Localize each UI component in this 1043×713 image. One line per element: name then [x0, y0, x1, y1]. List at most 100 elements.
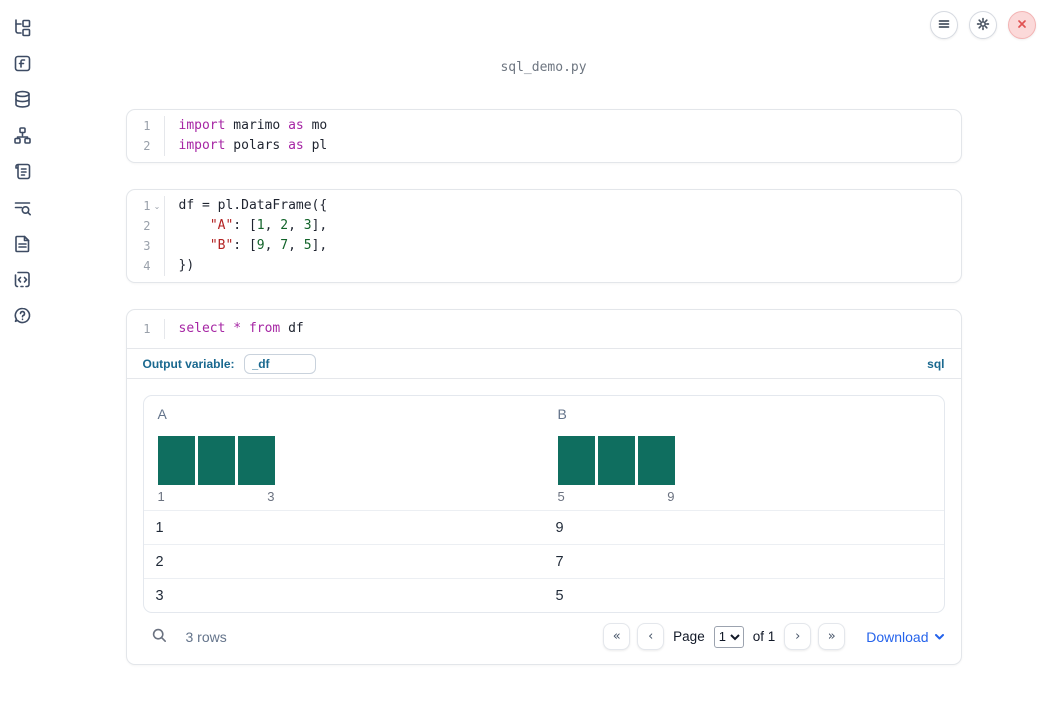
table-cell: 9 [555, 519, 564, 536]
notebook-controls [930, 11, 1036, 39]
sidebar-item-file-explorer[interactable] [4, 11, 40, 47]
table-cell: 3 [155, 587, 164, 604]
cell-output: A 1 3 B 5 9 [126, 378, 961, 664]
code-line[interactable]: import marimo as mo [178, 118, 328, 133]
sidebar-item-snippets[interactable] [4, 263, 40, 299]
sidebar-item-tracebacks[interactable] [4, 191, 40, 227]
prev-page-button[interactable]: ‹ [637, 623, 665, 650]
code-line[interactable]: df = pl.DataFrame({ [178, 198, 328, 213]
search-icon [151, 627, 168, 647]
output-variable-input[interactable] [243, 353, 316, 374]
line-number: 4 [143, 259, 151, 273]
code-brackets-icon [12, 269, 33, 293]
histogram-bar [557, 436, 595, 485]
menu-button[interactable] [930, 11, 958, 39]
axis-min-label: 5 [557, 489, 565, 504]
gear-icon [976, 17, 990, 34]
database-icon [12, 89, 33, 113]
code-line[interactable]: select * from df [178, 321, 304, 336]
histogram-bar [157, 436, 195, 485]
hamburger-icon [937, 17, 951, 34]
output-variable-label: Output variable: [142, 356, 235, 371]
function-f-icon [12, 53, 33, 77]
sidebar-item-variables[interactable] [4, 47, 40, 83]
code-cell-imports: 1 2 import marimo as mo import polars as… [125, 109, 962, 163]
code-line[interactable]: "B": [9, 7, 5], [209, 238, 328, 253]
line-number: 1 [143, 119, 151, 133]
line-number-gutter: 1 2 [127, 116, 165, 156]
axis-max-label: 3 [267, 489, 275, 504]
column-header-b: B 5 9 [544, 396, 944, 510]
table-row: 2 7 [143, 544, 944, 578]
table-cell: 2 [155, 553, 164, 570]
scroll-icon [12, 161, 33, 185]
search-button[interactable] [151, 627, 168, 647]
code-cell-dataframe: 1 ⌄ 2 3 4 df = pl.DataFrame({ "A": [1, 2,… [125, 189, 962, 283]
line-number: 3 [143, 239, 151, 253]
sidebar-item-data-sources[interactable] [4, 83, 40, 119]
first-page-button[interactable]: « [603, 623, 631, 650]
sidebar-item-documentation[interactable] [4, 227, 40, 263]
code-line[interactable]: }) [178, 258, 195, 273]
document-icon [12, 233, 33, 257]
axis-min-label: 1 [157, 489, 165, 504]
org-chart-icon [12, 125, 33, 149]
axis-max-label: 9 [667, 489, 675, 504]
dataframe-table: A 1 3 B 5 9 [142, 395, 945, 613]
download-label: Download [866, 628, 929, 645]
column-histogram [557, 436, 675, 485]
table-cell: 1 [155, 519, 164, 536]
column-histogram [157, 436, 275, 485]
language-badge: sql [927, 356, 945, 371]
column-name[interactable]: B [557, 406, 567, 422]
last-page-button[interactable]: » [818, 623, 846, 650]
code-editor[interactable]: 1 ⌄ 2 3 4 df = pl.DataFrame({ "A": [1, 2,… [127, 190, 961, 282]
sidebar-item-logs[interactable] [4, 155, 40, 191]
chevron-down-icon [934, 629, 945, 645]
histogram-bar [197, 436, 235, 485]
table-footer: 3 rows « ‹ Page 1 of 1 › » Download [143, 623, 945, 650]
help-chat-icon [12, 305, 33, 329]
helper-sidebar [0, 0, 44, 713]
page-of-label: of 1 [752, 629, 776, 644]
close-icon [1015, 17, 1029, 34]
page-select[interactable]: 1 [713, 625, 744, 648]
page-label: Page [673, 629, 705, 644]
histogram-axis: 1 3 [158, 489, 275, 504]
histogram-bar [597, 436, 635, 485]
column-header-a: A 1 3 [144, 396, 544, 510]
notebook-filename: sql_demo.py [500, 60, 587, 75]
download-button[interactable]: Download [866, 629, 944, 645]
fold-chevron-icon[interactable]: ⌄ [153, 201, 161, 211]
code-line[interactable]: "A": [1, 2, 3], [209, 218, 328, 233]
shutdown-button[interactable] [1008, 11, 1036, 39]
table-row: 3 5 [143, 578, 944, 612]
line-number: 2 [143, 139, 151, 153]
sidebar-item-dependencies[interactable] [4, 119, 40, 155]
histogram-bar [237, 436, 275, 485]
code-editor[interactable]: 1 select * from df [127, 310, 961, 348]
line-number-gutter: 1 [127, 319, 165, 339]
sidebar-item-help[interactable] [4, 299, 40, 335]
sql-cell: 1 select * from df Output variable: sql … [125, 309, 962, 665]
line-number: 2 [143, 219, 151, 233]
sql-cell-footer: Output variable: sql [126, 348, 961, 378]
line-number: 1 [143, 322, 151, 336]
list-search-icon [12, 197, 33, 221]
pagination: « ‹ Page 1 of 1 › » Download [603, 623, 944, 650]
histogram-bar [637, 436, 675, 485]
table-header: A 1 3 B 5 9 [144, 396, 944, 510]
rows-count: 3 rows [185, 628, 227, 645]
line-number: 1 [143, 199, 151, 213]
next-page-button[interactable]: › [784, 623, 812, 650]
table-cell: 7 [555, 553, 564, 570]
table-row: 1 9 [143, 510, 944, 544]
file-tree-icon [12, 17, 33, 41]
line-number-gutter: 1 ⌄ 2 3 4 [127, 196, 165, 276]
code-editor[interactable]: 1 2 import marimo as mo import polars as… [127, 110, 961, 162]
code-line[interactable]: import polars as pl [178, 138, 328, 153]
table-cell: 5 [555, 587, 564, 604]
settings-button[interactable] [969, 11, 997, 39]
column-name[interactable]: A [157, 406, 167, 422]
histogram-axis: 5 9 [558, 489, 675, 504]
